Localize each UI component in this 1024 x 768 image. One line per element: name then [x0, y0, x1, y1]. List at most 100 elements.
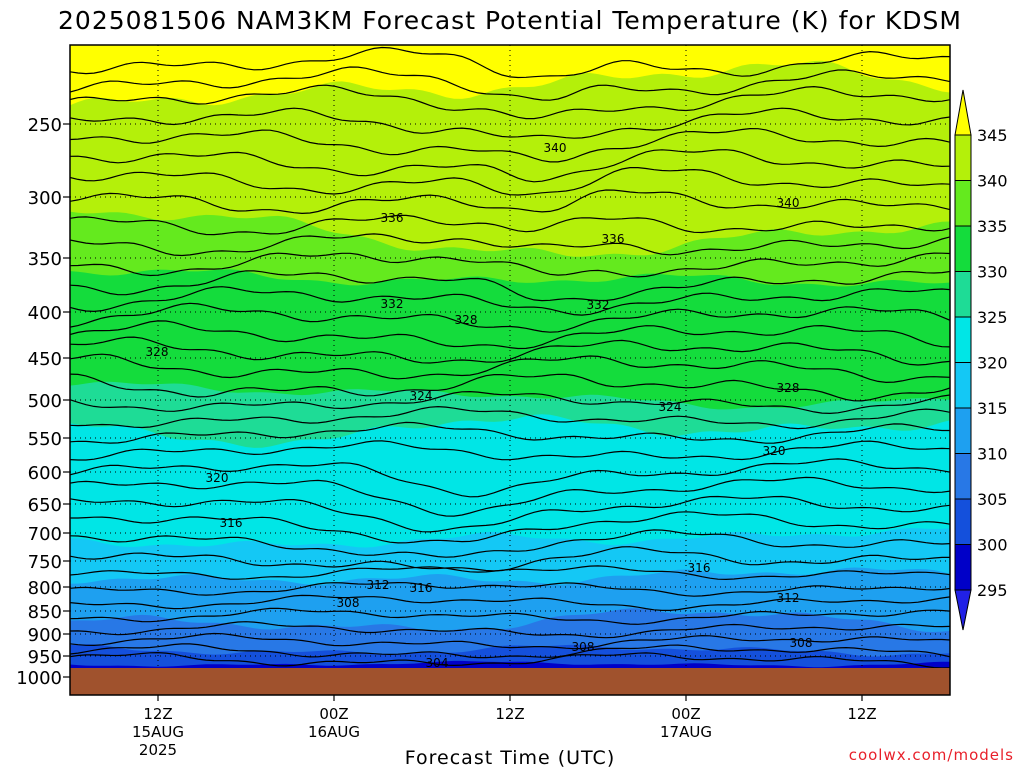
contour-label: 308 — [572, 640, 595, 654]
contour-line — [70, 651, 950, 669]
contour-label: 328 — [455, 313, 478, 327]
colorbar-low-arrow — [954, 589, 972, 631]
x-tick-label: 12Z — [847, 705, 876, 723]
colorbar-tick-label: 300 — [977, 536, 1008, 555]
colorbar-segment — [954, 544, 972, 591]
contour-label: 340 — [544, 141, 567, 155]
x-tick-label: 12Z — [495, 705, 524, 723]
colorbar-segment — [954, 362, 972, 409]
contour-label: 336 — [602, 232, 625, 246]
contour-label: 316 — [220, 516, 243, 530]
colorbar-segment — [954, 225, 972, 272]
contour-label: 312 — [367, 578, 390, 592]
contour-line — [70, 390, 950, 415]
y-tick-label: 250 — [28, 115, 62, 136]
contour-line — [70, 440, 950, 461]
contour-line — [70, 214, 950, 236]
y-tick-label: 1000 — [16, 668, 62, 689]
contour-label: 312 — [777, 591, 800, 605]
y-tick-label: 900 — [28, 625, 62, 646]
contour-line — [70, 336, 950, 366]
contour-line — [70, 127, 950, 163]
x-tick-date: 17AUG — [660, 723, 712, 741]
y-tick-label: 300 — [28, 188, 62, 209]
x-tick-label: 00Z — [319, 705, 348, 723]
contour-labels: 340 340 336 336 332 332 328 328 328 324 324 320 320 3… — [146, 141, 813, 670]
contour-line — [70, 581, 950, 597]
y-axis: 2503003504004505005506006507007508008509… — [16, 115, 70, 689]
contour-line — [70, 353, 950, 384]
colorbar-segment — [954, 498, 972, 545]
y-tick-label: 800 — [28, 578, 62, 599]
contour-line — [70, 621, 950, 639]
chart-title: 2025081506 NAM3KM Forecast Potential Tem… — [58, 6, 962, 35]
y-tick-label: 850 — [28, 602, 62, 623]
colorbar-segment — [954, 180, 972, 227]
x-tick-date: 16AUG — [308, 723, 360, 741]
contour-line — [70, 565, 950, 581]
contour-label: 308 — [337, 596, 360, 610]
colorbar-segment — [954, 316, 972, 363]
contour-line — [70, 189, 950, 215]
contour-label: 336 — [381, 211, 404, 225]
colorbar-tick-label: 310 — [977, 445, 1008, 464]
contour-line — [70, 458, 950, 498]
colorbar-high-arrow — [954, 89, 972, 136]
y-tick-label: 700 — [28, 524, 62, 545]
contour-label: 308 — [790, 636, 813, 650]
contour-label: 332 — [381, 297, 404, 311]
colorbar-tick-label: 295 — [977, 581, 1008, 600]
contour-line — [70, 66, 950, 101]
x-tick-year: 2025 — [139, 741, 177, 759]
y-tick-label: 950 — [28, 647, 62, 668]
contour-label: 316 — [688, 561, 711, 575]
y-tick-label: 450 — [28, 349, 62, 370]
contour-label: 324 — [410, 389, 433, 403]
contour-label: 332 — [587, 298, 610, 312]
contour-line — [70, 149, 950, 183]
y-tick-label: 500 — [28, 391, 62, 412]
y-tick-label: 750 — [28, 552, 62, 573]
ground-surface — [70, 668, 950, 695]
contour-line — [70, 607, 950, 625]
contour-line — [70, 476, 950, 517]
colorbar-tick-label: 335 — [977, 217, 1008, 236]
colorbar-tick-label: 345 — [977, 126, 1008, 145]
y-tick-label: 350 — [28, 249, 62, 270]
contour-line — [70, 320, 950, 350]
x-tick-label: 00Z — [671, 705, 700, 723]
colorbar: 295 300 305 310 315 320 325 330 335 340 345 — [954, 89, 1008, 631]
y-tick-label: 550 — [28, 429, 62, 450]
contour-line — [70, 286, 950, 316]
x-tick-date: 15AUG — [132, 723, 184, 741]
color-bands — [70, 45, 950, 695]
contour-label: 320 — [206, 471, 229, 485]
contour-line — [70, 252, 950, 278]
y-tick-label: 400 — [28, 303, 62, 324]
plot-area: 340 340 336 336 332 332 328 328 328 324 324 320 320 3… — [70, 45, 950, 695]
credit-text[interactable]: coolwx.com/models — [849, 746, 1014, 764]
contour-label: 328 — [777, 381, 800, 395]
contour-line — [70, 632, 950, 650]
contour-label: 324 — [659, 400, 682, 414]
y-tick-label: 600 — [28, 463, 62, 484]
colorbar-tick-label: 315 — [977, 399, 1008, 418]
colorbar-tick-label: 330 — [977, 263, 1008, 282]
contour-label: 340 — [777, 196, 800, 210]
colorbar-segment — [954, 134, 972, 181]
colorbar-tick-label: 320 — [977, 354, 1008, 373]
contour-label: 328 — [146, 345, 169, 359]
contour-line — [70, 405, 950, 430]
contour-line — [70, 107, 950, 139]
colorbar-segment — [954, 453, 972, 500]
colorbar-tick-label: 340 — [977, 172, 1008, 191]
x-tick-label: 12Z — [143, 705, 172, 723]
colorbar-tick-label: 305 — [977, 490, 1008, 509]
contour-line — [70, 167, 950, 196]
contour-line — [70, 233, 950, 257]
colorbar-segment — [954, 407, 972, 454]
contour-line — [70, 46, 950, 79]
x-axis-label: Forecast Time (UTC) — [405, 747, 615, 768]
